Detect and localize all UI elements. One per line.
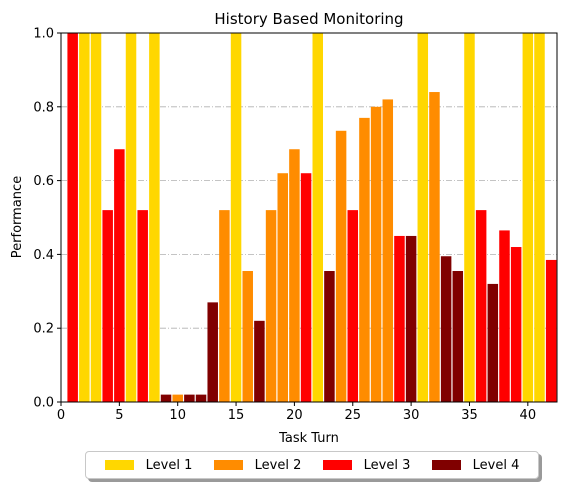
bar-task-28 xyxy=(383,99,394,402)
legend-item-level-1: Level 1 xyxy=(105,458,193,473)
bar-task-21 xyxy=(301,173,312,402)
legend-item-level-4: Level 4 xyxy=(432,458,520,473)
bar-task-14 xyxy=(219,210,230,402)
bar-task-39 xyxy=(511,247,522,402)
bar-task-25 xyxy=(348,210,359,402)
bar-task-20 xyxy=(289,149,300,402)
bar-task-26 xyxy=(359,118,370,402)
legend-item-level-2: Level 2 xyxy=(214,458,302,473)
y-tick-label: 0.6 xyxy=(33,174,54,189)
bar-task-17 xyxy=(254,321,265,402)
legend-swatch-level-2 xyxy=(214,460,243,470)
bar-task-36 xyxy=(476,210,487,402)
bar-task-32 xyxy=(429,92,440,402)
bar-task-40 xyxy=(523,33,534,402)
y-tick-label: 0.2 xyxy=(33,322,54,337)
bar-task-23 xyxy=(324,271,335,402)
x-tick-label: 10 xyxy=(169,408,186,423)
bar-task-6 xyxy=(126,33,137,402)
x-tick-label: 40 xyxy=(520,408,537,423)
bar-task-27 xyxy=(371,107,382,402)
bar-task-41 xyxy=(534,33,545,402)
bar-task-13 xyxy=(207,302,218,402)
x-tick-label: 35 xyxy=(461,408,478,423)
bar-task-35 xyxy=(464,33,475,402)
legend-swatch-level-1 xyxy=(105,460,134,470)
bar-task-30 xyxy=(406,236,417,402)
bar-task-16 xyxy=(242,271,253,402)
bar-task-11 xyxy=(184,395,195,402)
legend-swatch-level-3 xyxy=(323,460,352,470)
y-tick-label: 0.0 xyxy=(33,396,54,411)
bar-task-24 xyxy=(336,131,347,402)
bar-task-31 xyxy=(418,33,429,402)
y-axis-label: Performance xyxy=(10,176,25,258)
bar-task-7 xyxy=(137,210,148,402)
bar-task-34 xyxy=(453,271,464,402)
bar-task-38 xyxy=(499,230,510,402)
x-axis-label: Task Turn xyxy=(278,431,339,446)
legend-swatch-level-4 xyxy=(432,460,461,470)
bar-task-9 xyxy=(161,395,172,402)
bar-task-37 xyxy=(488,284,499,402)
bar-task-18 xyxy=(266,210,277,402)
legend: Level 1 Level 2 Level 3 Level 4 xyxy=(85,451,539,479)
x-tick-label: 0 xyxy=(57,408,65,423)
bar-task-4 xyxy=(102,210,113,402)
bar-task-8 xyxy=(149,33,160,402)
legend-label: Level 3 xyxy=(364,458,411,473)
bar-task-5 xyxy=(114,149,125,402)
bar-task-2 xyxy=(79,33,90,402)
y-tick-label: 0.8 xyxy=(33,100,54,115)
bar-task-3 xyxy=(91,33,102,402)
legend-item-level-3: Level 3 xyxy=(323,458,411,473)
legend-label: Level 4 xyxy=(473,458,520,473)
chart-title: History Based Monitoring xyxy=(214,10,403,28)
bar-task-42 xyxy=(546,260,557,402)
x-tick-label: 25 xyxy=(344,408,361,423)
bar-task-33 xyxy=(441,256,452,402)
bar-task-10 xyxy=(172,395,183,402)
bar-task-19 xyxy=(277,173,288,402)
bars xyxy=(67,33,556,402)
x-tick-label: 15 xyxy=(228,408,245,423)
legend-label: Level 1 xyxy=(146,458,193,473)
x-tick-label: 20 xyxy=(286,408,303,423)
y-tick-label: 0.4 xyxy=(33,248,54,263)
bar-task-29 xyxy=(394,236,405,402)
bar-task-22 xyxy=(313,33,324,402)
x-tick-label: 30 xyxy=(403,408,420,423)
legend-label: Level 2 xyxy=(255,458,302,473)
x-tick-label: 5 xyxy=(115,408,123,423)
bar-task-12 xyxy=(196,395,207,402)
bar-task-1 xyxy=(67,33,78,402)
y-tick-label: 1.0 xyxy=(33,27,54,42)
bar-task-15 xyxy=(231,33,242,402)
